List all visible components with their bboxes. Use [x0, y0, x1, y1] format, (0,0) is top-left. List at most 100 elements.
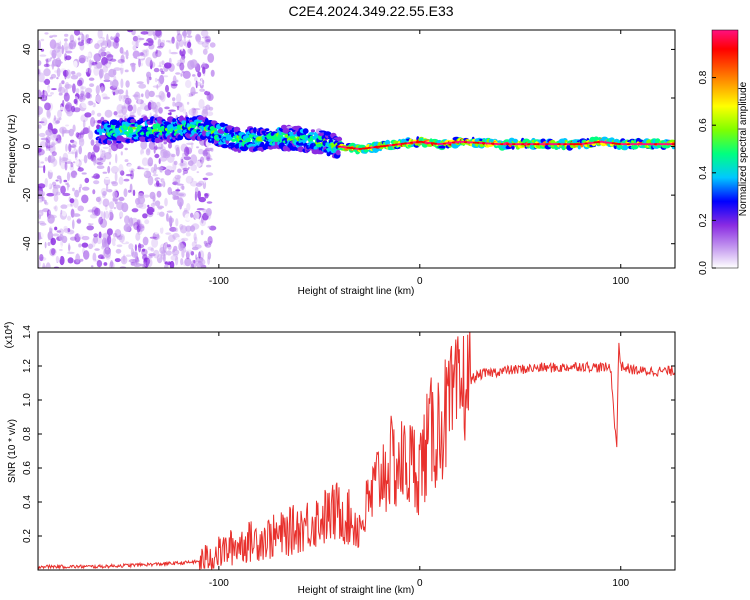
spectrogram-noise-mark: [112, 191, 118, 199]
spectrogram-noise-mark: [210, 69, 215, 77]
spectrogram-panel: -100 0 100 -40 -20 0 20 40 Height of straight l…: [7, 29, 676, 297]
spectrogram-noise-mark: [202, 150, 208, 157]
spectrogram-noise-mark: [100, 148, 103, 158]
spectrogram-noise-mark: [111, 44, 117, 53]
spectrogram-noise-mark: [142, 49, 148, 58]
spectrogram-noise-mark: [205, 208, 212, 217]
spectrogram-noise-mark: [79, 95, 84, 100]
spectrogram-noise-mark: [193, 108, 201, 111]
spectrogram-noise-mark: [67, 251, 75, 254]
spectrogram-noise-mark: [164, 106, 170, 110]
spectrogram-noise-mark: [165, 165, 173, 171]
spectrogram-noise-mark: [189, 48, 193, 56]
spectrogram-noise-mark: [207, 225, 212, 229]
spectrogram-noise-mark: [116, 142, 124, 149]
spectrogram-noise-mark: [141, 248, 146, 252]
spectrogram-ridge-mark: [317, 132, 325, 137]
spectrogram-noise-mark: [159, 61, 162, 68]
spectrogram-noise-mark: [101, 56, 108, 66]
spectrogram-noise-mark: [121, 106, 127, 115]
spectrogram-noise-mark: [59, 104, 63, 109]
spectrogram-noise-mark: [43, 164, 46, 174]
spectrogram-noise-mark: [152, 211, 158, 214]
spectrogram-noise-mark: [155, 218, 164, 222]
spectrogram-noise-mark: [102, 146, 110, 149]
snr-ytick-label: 1.4: [22, 325, 33, 339]
spectrogram-noise-mark: [87, 51, 93, 59]
snr-ytick-label: 0.4: [22, 495, 33, 509]
spectrogram-noise-mark: [133, 262, 141, 268]
spectrogram-ridge-mark: [231, 138, 236, 142]
spectrogram-noise-mark: [53, 42, 62, 53]
spectrogram-ytick-label: 20: [22, 92, 33, 104]
spectrogram-noise-mark: [163, 253, 166, 263]
spectrogram-noise-mark: [68, 80, 71, 84]
spectrogram-noise-mark: [155, 200, 161, 207]
spectrogram-noise-mark: [91, 238, 96, 248]
spectrogram-noise-mark: [50, 237, 56, 246]
spectrogram-noise-mark: [76, 219, 82, 223]
spectrogram-noise-mark: [162, 180, 166, 188]
spectrogram-noise-mark: [153, 249, 160, 259]
spectrogram-noise-mark: [128, 243, 134, 250]
spectrogram-noise-mark: [49, 143, 56, 154]
spectrogram-noise-mark: [74, 30, 80, 36]
spectrogram-noise-mark: [119, 65, 128, 69]
spectrogram-noise-mark: [119, 47, 126, 53]
spectrogram-noise-mark: [77, 79, 83, 87]
spectrogram-noise-mark: [45, 129, 53, 137]
spectrogram-noise-mark: [114, 229, 122, 238]
spectrogram-ridge-core: [671, 143, 675, 146]
spectrogram-ridge-core: [575, 143, 580, 146]
spectrogram-noise-mark: [174, 144, 180, 152]
spectrogram-noise-mark: [147, 246, 154, 251]
spectrogram-noise-mark: [104, 63, 112, 71]
spectrogram-noise-mark: [43, 63, 50, 68]
spectrogram-noise-mark: [164, 263, 169, 268]
spectrogram-noise-mark: [195, 182, 203, 187]
spectrogram-noise-mark: [104, 177, 111, 180]
spectrogram-ridge-mark: [197, 116, 205, 121]
spectrogram-noise-mark: [80, 86, 87, 90]
spectrogram-noise-mark: [60, 160, 67, 170]
spectrogram-noise-mark: [131, 40, 137, 46]
spectrogram-ridge-mark: [99, 129, 103, 135]
spectrogram-noise-mark: [175, 189, 181, 192]
spectrogram-noise-mark: [174, 174, 182, 180]
spectrogram-noise-mark: [182, 30, 187, 37]
spectrogram-noise-mark: [123, 178, 130, 182]
spectrogram-noise-mark: [96, 39, 105, 47]
spectrogram-noise-mark: [46, 162, 54, 168]
spectrogram-noise-mark: [74, 189, 80, 198]
spectrogram-noise-mark: [64, 46, 70, 51]
spectrogram-noise-mark: [156, 45, 164, 49]
spectrogram-noise-mark: [43, 68, 51, 77]
spectrogram-noise-mark: [194, 211, 200, 220]
spectrogram-noise-mark: [105, 204, 108, 211]
spectrogram-noise-mark: [89, 68, 92, 74]
spectrogram-noise-mark: [206, 156, 210, 160]
spectrogram-noise-mark: [132, 104, 137, 114]
spectrogram-noise-mark: [180, 244, 185, 250]
spectrogram-noise-mark: [209, 241, 212, 243]
spectrogram-noise-mark: [64, 161, 68, 171]
spectrogram-noise-mark: [132, 94, 139, 98]
spectrogram-noise-mark: [138, 83, 147, 89]
spectrogram-noise-mark: [193, 259, 196, 264]
spectrogram-noise-mark: [187, 48, 193, 54]
spectrogram-ytick-label: 40: [22, 43, 33, 55]
spectrogram-noise-mark: [152, 199, 156, 205]
spectrogram-noise-mark: [52, 117, 60, 125]
spectrogram-noise-mark: [150, 167, 155, 173]
spectrogram-noise-mark: [61, 245, 67, 250]
spectrogram-noise-mark: [190, 199, 195, 209]
spectrogram-noise-mark: [181, 70, 185, 74]
spectrogram-noise-mark: [52, 59, 59, 67]
spectrogram-noise-mark: [102, 249, 105, 258]
spectrogram-noise-mark: [172, 248, 176, 253]
spectrogram-noise-mark: [64, 82, 70, 90]
spectrogram-noise-mark: [138, 37, 145, 41]
spectrogram-noise-mark: [162, 178, 165, 188]
spectrogram-ridge-mark: [177, 134, 184, 141]
